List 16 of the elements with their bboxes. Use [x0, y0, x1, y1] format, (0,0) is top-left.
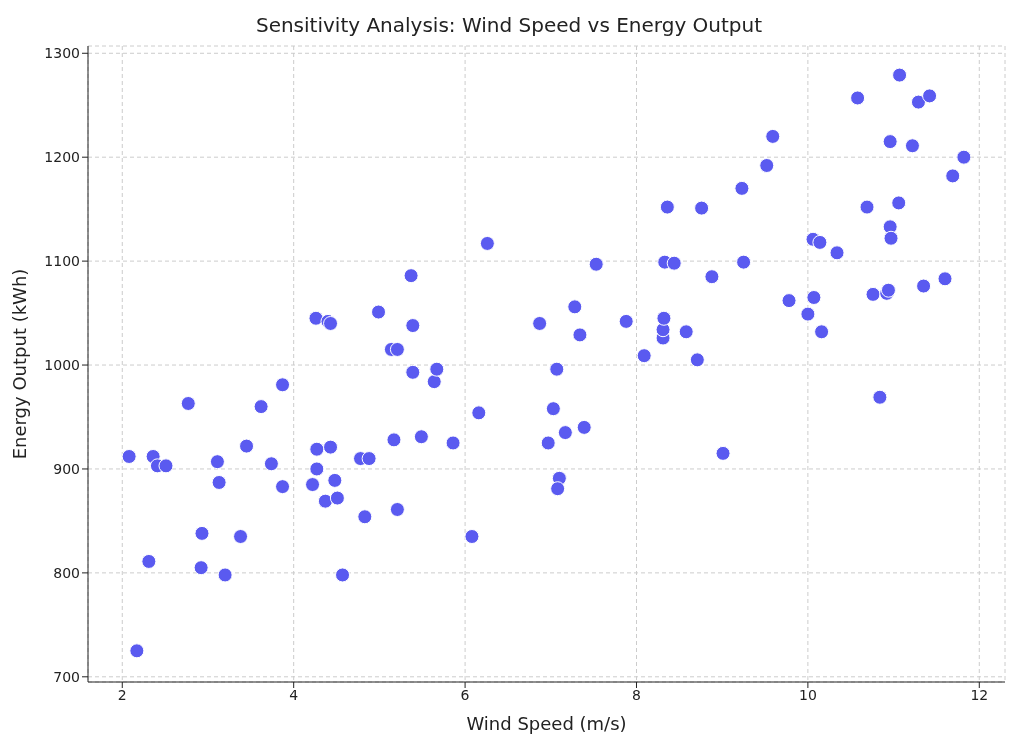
- x-tick-label: 8: [632, 686, 641, 703]
- y-tick-label: 900: [53, 460, 80, 477]
- x-tick-label: 12: [970, 686, 989, 703]
- x-axis-title: Wind Speed (m/s): [466, 713, 627, 734]
- x-tick-label: 10: [798, 686, 817, 703]
- y-tick-label: 1300: [44, 45, 80, 62]
- y-tick-label: 800: [53, 564, 80, 581]
- chart-title: Sensitivity Analysis: Wind Speed vs Energy Output: [254, 12, 764, 39]
- y-tick-label: 1000: [44, 357, 80, 374]
- x-tick-label: 6: [460, 686, 470, 703]
- x-tick-label: 4: [289, 686, 299, 703]
- y-tick-label: 1200: [44, 149, 80, 166]
- x-tick-label: 2: [117, 686, 127, 703]
- y-tick-label: 700: [53, 668, 80, 685]
- y-axis-title: Energy Output (kWh): [9, 268, 31, 460]
- y-tick-label: 1100: [44, 253, 80, 270]
